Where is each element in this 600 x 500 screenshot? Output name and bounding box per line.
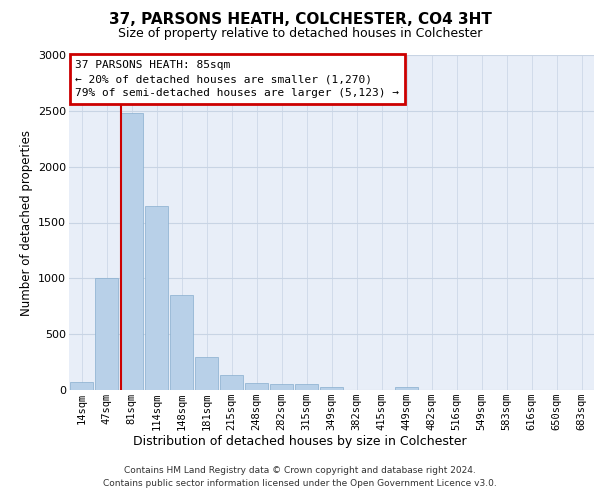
Bar: [320, 387, 343, 390]
Bar: [170, 295, 193, 390]
Bar: [220, 376, 243, 390]
Bar: [395, 386, 418, 390]
Bar: [195, 356, 218, 390]
Text: 37, PARSONS HEATH, COLCHESTER, CO4 3HT: 37, PARSONS HEATH, COLCHESTER, CO4 3HT: [109, 12, 491, 28]
Bar: [95, 278, 118, 390]
Bar: [145, 206, 168, 390]
Bar: [270, 384, 293, 390]
Bar: [295, 384, 318, 390]
Bar: [70, 382, 93, 390]
Bar: [120, 113, 143, 390]
Text: Contains HM Land Registry data © Crown copyright and database right 2024.
Contai: Contains HM Land Registry data © Crown c…: [103, 466, 497, 487]
Y-axis label: Number of detached properties: Number of detached properties: [20, 130, 32, 316]
Text: 37 PARSONS HEATH: 85sqm
← 20% of detached houses are smaller (1,270)
79% of semi: 37 PARSONS HEATH: 85sqm ← 20% of detache…: [76, 60, 400, 98]
Text: Size of property relative to detached houses in Colchester: Size of property relative to detached ho…: [118, 28, 482, 40]
Text: Distribution of detached houses by size in Colchester: Distribution of detached houses by size …: [133, 435, 467, 448]
Bar: [245, 382, 268, 390]
